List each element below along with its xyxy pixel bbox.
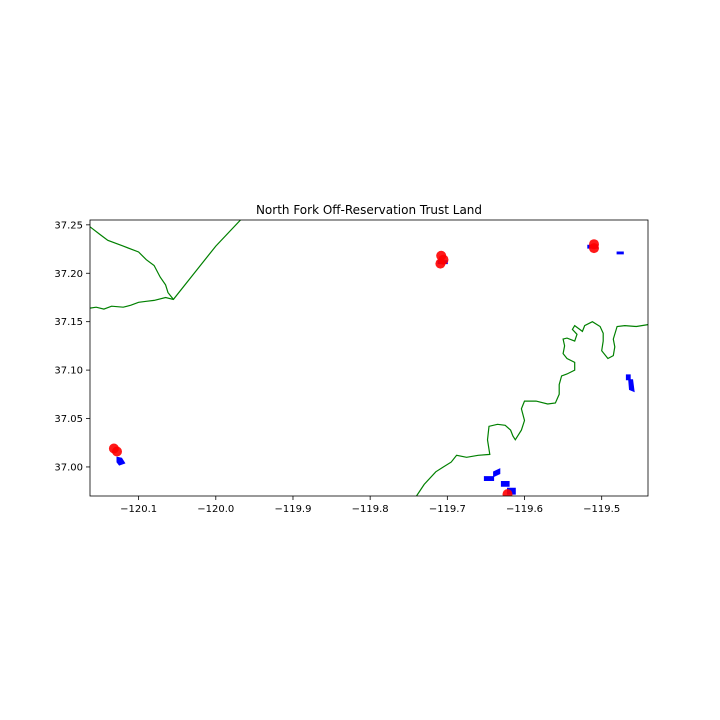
trust-parcels-layer bbox=[116, 244, 635, 495]
x-tick-label: −119.5 bbox=[583, 504, 620, 515]
boundary-line-2 bbox=[416, 321, 648, 496]
x-axis: −120.1 −120.0 −119.9 −119.8 −119.7 −119.6 −119… bbox=[120, 496, 620, 515]
x-tick-label: −119.6 bbox=[506, 504, 543, 515]
trust-parcel-4 bbox=[625, 374, 631, 381]
y-tick-label: 37.00 bbox=[54, 462, 83, 473]
y-tick-label: 37.05 bbox=[54, 414, 83, 425]
site-point-1 bbox=[112, 446, 122, 457]
x-tick-label: −120.0 bbox=[197, 504, 234, 515]
trust-parcel-7 bbox=[493, 468, 501, 478]
trust-parcel-3 bbox=[616, 251, 624, 255]
x-tick-label: −119.8 bbox=[352, 504, 389, 515]
site-point-7 bbox=[502, 489, 513, 496]
trust-parcel-8 bbox=[500, 481, 510, 487]
y-tick-label: 37.20 bbox=[54, 269, 83, 280]
x-tick-label: −120.1 bbox=[120, 504, 157, 515]
x-tick-label: −119.7 bbox=[429, 504, 466, 515]
trust-parcel-6 bbox=[483, 476, 495, 481]
boundary-line-0 bbox=[90, 226, 174, 300]
x-tick-label: −119.9 bbox=[274, 504, 311, 515]
y-tick-label: 37.15 bbox=[54, 317, 83, 328]
trust-parcel-5 bbox=[628, 379, 635, 393]
y-tick-label: 37.10 bbox=[54, 366, 83, 377]
chart-title: North Fork Off-Reservation Trust Land bbox=[256, 203, 482, 217]
site-point-6 bbox=[589, 243, 599, 254]
boundary-lines-layer bbox=[90, 220, 648, 496]
site-points-layer bbox=[108, 239, 599, 496]
site-point-4 bbox=[435, 258, 446, 269]
trust-parcel-0 bbox=[116, 456, 126, 466]
y-axis: 37.00 37.05 37.10 37.15 37.20 37.25 bbox=[54, 220, 90, 473]
plot-frame bbox=[89, 219, 649, 497]
boundary-line-1 bbox=[90, 220, 241, 310]
y-tick-label: 37.25 bbox=[54, 220, 83, 231]
